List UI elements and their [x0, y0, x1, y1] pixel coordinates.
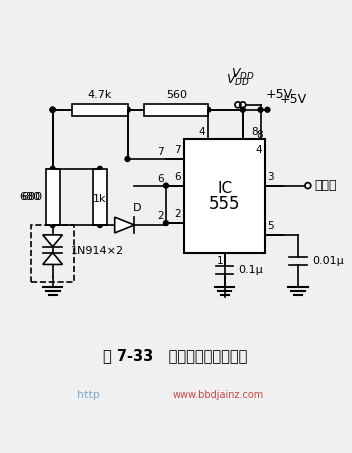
Text: http: http [77, 390, 100, 400]
Circle shape [98, 222, 102, 227]
Polygon shape [43, 235, 63, 247]
Text: 6: 6 [157, 173, 164, 183]
Text: 图 7-33   数字温度传感头电路: 图 7-33 数字温度传感头电路 [103, 348, 247, 364]
Bar [31, 225, 74, 282]
Text: 2: 2 [174, 209, 181, 219]
Bar [46, 169, 59, 225]
Text: 2: 2 [157, 211, 164, 221]
Circle shape [98, 166, 102, 171]
Circle shape [240, 107, 245, 112]
Text: 4: 4 [199, 127, 205, 137]
Text: 1N914×2: 1N914×2 [70, 246, 124, 256]
Text: 3: 3 [268, 172, 274, 182]
Circle shape [125, 157, 130, 161]
Text: $V_{DD}$: $V_{DD}$ [231, 67, 254, 82]
Bar [47, 169, 58, 225]
Circle shape [50, 107, 55, 112]
Text: 0.1μ: 0.1μ [238, 265, 263, 275]
Text: 555: 555 [209, 195, 240, 213]
Circle shape [125, 107, 130, 112]
Polygon shape [43, 253, 63, 265]
Text: www.bbdjainz.com: www.bbdjainz.com [172, 390, 264, 400]
Circle shape [50, 107, 55, 112]
Text: 5: 5 [268, 221, 274, 231]
Text: 6: 6 [174, 172, 181, 182]
Circle shape [50, 107, 55, 112]
Circle shape [125, 107, 130, 112]
Text: 4.7k: 4.7k [88, 90, 112, 100]
Polygon shape [115, 217, 134, 233]
Circle shape [163, 221, 168, 226]
Text: +5V: +5V [265, 88, 293, 101]
Circle shape [258, 107, 263, 112]
Text: IC: IC [217, 181, 232, 196]
Text: 0.01μ: 0.01μ [312, 256, 344, 266]
Text: 560: 560 [166, 90, 187, 100]
Text: 4: 4 [256, 145, 263, 155]
Bar [144, 104, 208, 116]
Text: 7: 7 [157, 147, 164, 157]
Text: D: D [133, 203, 141, 213]
Circle shape [125, 107, 130, 112]
Text: 8: 8 [256, 130, 263, 140]
Text: 8: 8 [251, 127, 258, 137]
Bar [93, 169, 107, 225]
Bar [72, 104, 127, 116]
Circle shape [50, 222, 55, 227]
Text: 680: 680 [22, 192, 43, 202]
Circle shape [265, 107, 270, 112]
Text: 1: 1 [216, 255, 223, 265]
Text: 7: 7 [174, 145, 181, 155]
Circle shape [50, 166, 55, 171]
Text: 1k: 1k [93, 194, 107, 204]
Text: 计数器: 计数器 [315, 179, 337, 192]
Bar [184, 139, 265, 253]
Text: 680: 680 [20, 192, 41, 202]
Text: +5V: +5V [279, 93, 306, 106]
Circle shape [206, 107, 211, 112]
Circle shape [163, 183, 168, 188]
Text: $V_{DD}$: $V_{DD}$ [226, 73, 250, 88]
